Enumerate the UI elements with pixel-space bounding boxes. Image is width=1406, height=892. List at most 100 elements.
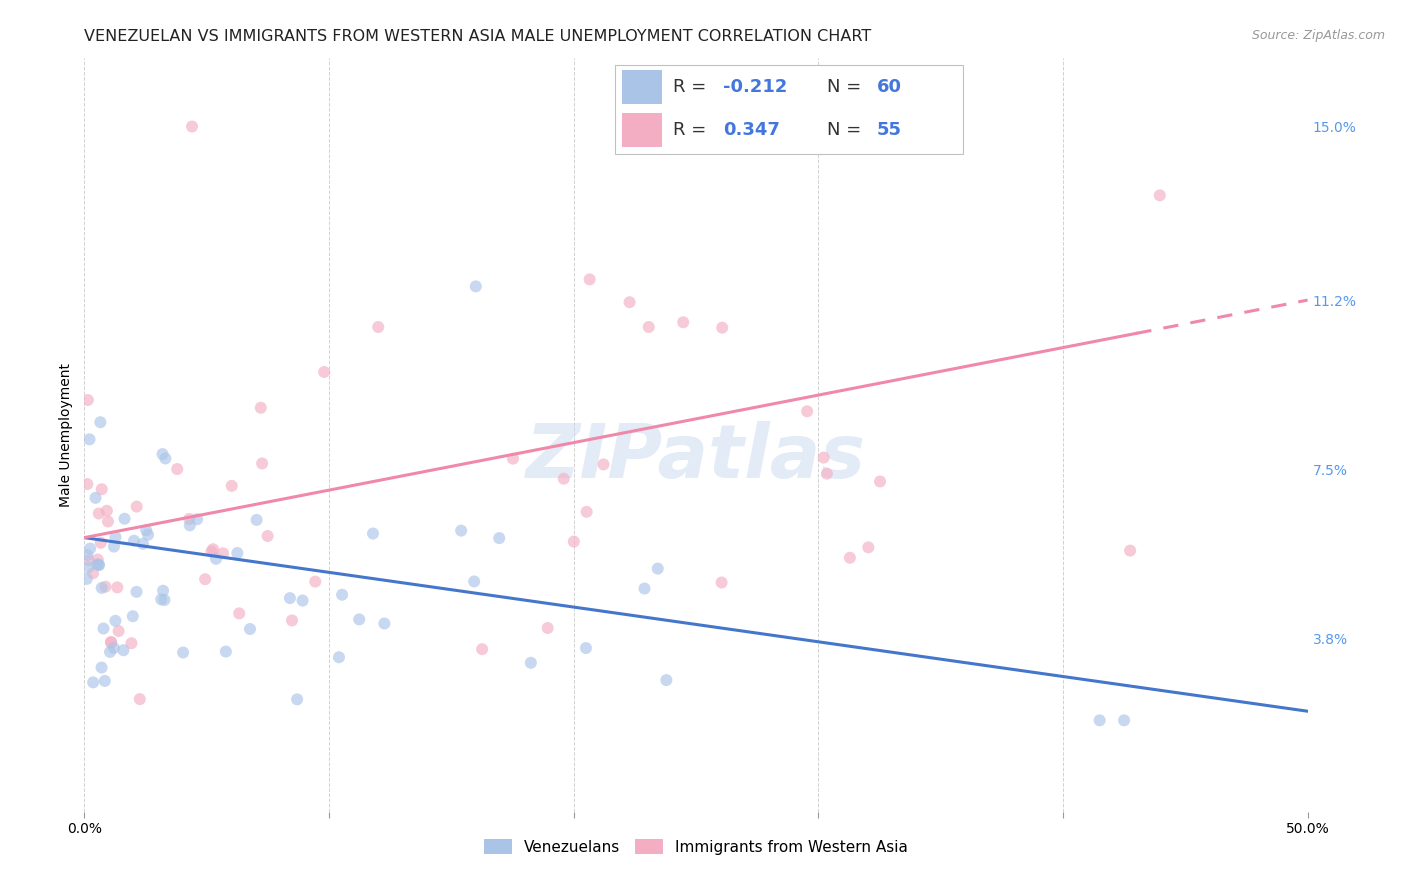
Point xyxy=(815,467,838,481)
Point xyxy=(502,451,524,466)
Point xyxy=(79,541,101,556)
Point xyxy=(98,645,121,659)
Point xyxy=(239,622,262,636)
Point xyxy=(488,531,510,545)
Point xyxy=(637,320,659,334)
Point xyxy=(120,636,142,650)
Point xyxy=(132,537,155,551)
Point xyxy=(373,616,395,631)
Point xyxy=(578,272,600,286)
Text: -0.212: -0.212 xyxy=(723,78,787,95)
Point xyxy=(186,512,208,526)
Point xyxy=(1149,188,1171,202)
Text: N =: N = xyxy=(827,121,866,139)
Point xyxy=(87,507,110,521)
Point xyxy=(291,593,314,607)
Point xyxy=(314,365,336,379)
Point xyxy=(858,541,880,555)
Point xyxy=(100,635,122,649)
Text: 0.347: 0.347 xyxy=(723,121,780,139)
Point xyxy=(575,505,598,519)
Point xyxy=(537,621,560,635)
Point xyxy=(166,462,188,476)
Point xyxy=(90,482,112,496)
Point xyxy=(181,120,204,134)
Point xyxy=(202,542,225,557)
Point xyxy=(633,582,655,596)
Point xyxy=(97,515,120,529)
Point xyxy=(304,574,326,589)
Point xyxy=(82,566,104,581)
Point xyxy=(76,548,98,562)
Point xyxy=(575,641,598,656)
Point xyxy=(100,635,122,649)
Point xyxy=(520,656,543,670)
Point xyxy=(104,530,127,544)
Point xyxy=(592,458,614,472)
Point xyxy=(77,560,100,574)
Point xyxy=(89,415,111,429)
Point xyxy=(128,692,150,706)
Text: N =: N = xyxy=(827,78,866,95)
Point xyxy=(228,607,250,621)
Point xyxy=(221,479,243,493)
Point xyxy=(150,592,173,607)
Point xyxy=(212,546,235,560)
Point xyxy=(281,614,304,628)
Point xyxy=(136,527,159,541)
Legend: Venezuelans, Immigrants from Western Asia: Venezuelans, Immigrants from Western Asi… xyxy=(478,833,914,861)
Point xyxy=(104,614,127,628)
Point xyxy=(172,646,194,660)
Point xyxy=(90,581,112,595)
Point xyxy=(245,513,267,527)
Point xyxy=(87,552,110,566)
Point xyxy=(82,675,104,690)
Point xyxy=(96,504,118,518)
Point xyxy=(155,451,177,466)
Y-axis label: Male Unemployment: Male Unemployment xyxy=(59,363,73,507)
Point xyxy=(463,574,485,589)
Point xyxy=(179,512,201,526)
Point xyxy=(107,624,129,638)
Point xyxy=(125,585,148,599)
Point xyxy=(226,546,249,560)
Point xyxy=(796,404,818,418)
Point xyxy=(256,529,278,543)
Point xyxy=(347,612,370,626)
Point xyxy=(330,588,353,602)
Point xyxy=(367,320,389,334)
Point xyxy=(194,572,217,586)
Point xyxy=(77,553,100,567)
Point xyxy=(84,491,107,505)
Point xyxy=(711,320,734,334)
Text: 60: 60 xyxy=(877,78,901,95)
Point xyxy=(90,660,112,674)
Point xyxy=(619,295,641,310)
Point xyxy=(94,580,117,594)
Point xyxy=(285,692,308,706)
Point xyxy=(328,650,350,665)
Point xyxy=(122,533,145,548)
FancyBboxPatch shape xyxy=(623,70,662,103)
Point xyxy=(562,534,585,549)
Point xyxy=(87,558,110,572)
Point xyxy=(112,643,135,657)
Point xyxy=(1114,714,1136,728)
Point xyxy=(76,572,98,586)
Point xyxy=(200,544,222,558)
Point xyxy=(90,536,112,550)
Point xyxy=(205,552,228,566)
Point xyxy=(125,500,148,514)
Text: ZIPatlas: ZIPatlas xyxy=(526,421,866,494)
Point xyxy=(471,642,494,657)
Point xyxy=(135,523,157,537)
Text: R =: R = xyxy=(672,78,711,95)
Text: 55: 55 xyxy=(877,121,901,139)
Point xyxy=(250,457,273,471)
Point xyxy=(647,561,669,575)
Point xyxy=(838,550,860,565)
FancyBboxPatch shape xyxy=(616,65,963,154)
Point xyxy=(103,640,125,655)
Point xyxy=(105,581,128,595)
Point xyxy=(361,526,384,541)
